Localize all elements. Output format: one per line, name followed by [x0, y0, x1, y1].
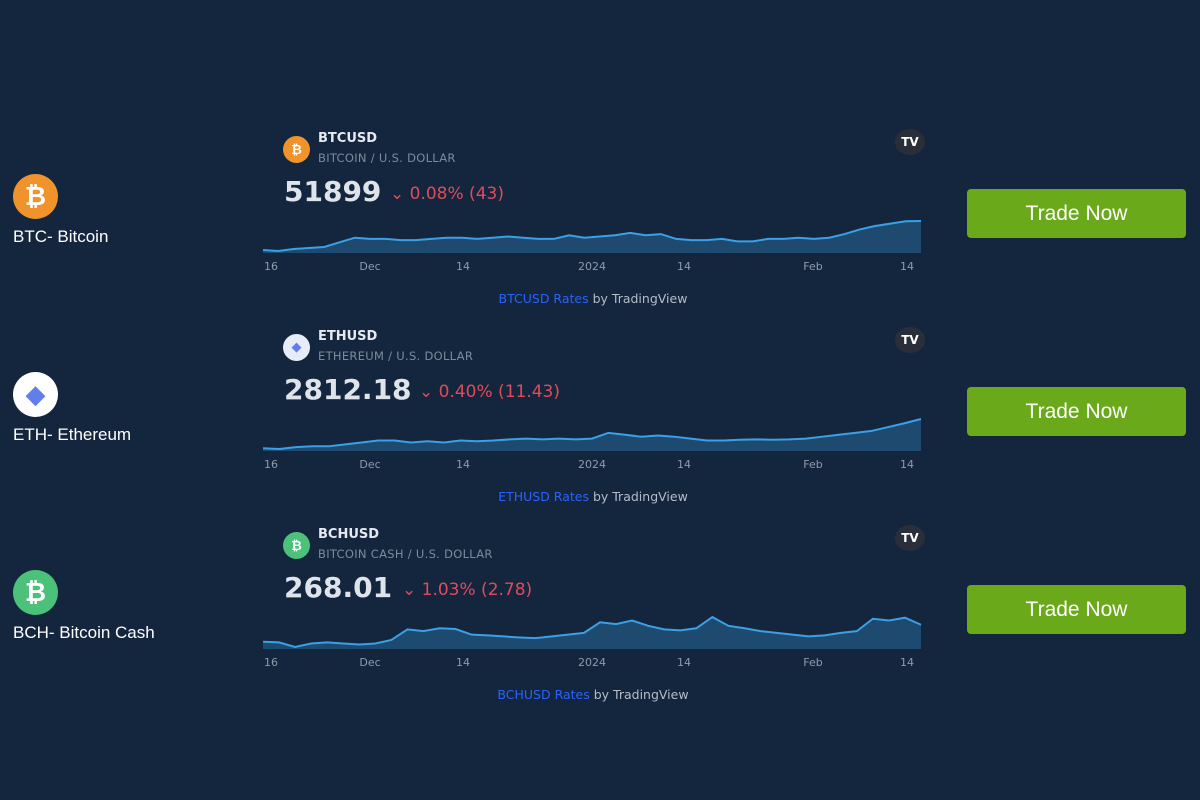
crypto-row-btcusd: ₿ BTC- Bitcoin ₿ BTCUSD BITCOIN / U.S. D… [0, 129, 1200, 337]
ticker-symbol: ETHUSD [318, 329, 378, 344]
crypto-row-bchusd: ₿ BCH- Bitcoin Cash ₿ BCHUSD BITCOIN CAS… [0, 525, 1200, 733]
bitcoin-cash-icon: ₿ [13, 570, 58, 615]
ticker-description: ETHEREUM / U.S. DOLLAR [318, 349, 474, 363]
attribution: BCHUSD Rates by TradingView [263, 687, 923, 702]
sparkline-line [263, 220, 922, 253]
x-tick-label: 16 [264, 458, 278, 471]
x-tick-label: Feb [803, 458, 823, 471]
bitcoin-cash-icon: ₿ [283, 532, 310, 559]
sparkline-chart [263, 418, 922, 451]
attribution-suffix: by TradingView [588, 291, 688, 306]
ticker-symbol: BCHUSD [318, 527, 380, 542]
x-tick-label: 16 [264, 656, 278, 669]
ethereum-icon: ◆ [283, 334, 310, 361]
x-tick-label: 2024 [578, 458, 606, 471]
x-tick-label: 14 [900, 656, 914, 669]
rates-link[interactable]: BTCUSD Rates [498, 291, 589, 306]
price-change: ⌄ 0.40% (11.43) [419, 382, 560, 402]
coin-label: ETH- Ethereum [13, 425, 132, 444]
x-tick-label: 14 [456, 656, 470, 669]
tradingview-logo-icon[interactable]: TV [895, 129, 925, 155]
ticker-description: BITCOIN / U.S. DOLLAR [318, 151, 456, 165]
sparkline-chart [263, 220, 922, 253]
x-tick-label: 2024 [578, 656, 606, 669]
x-tick-label: 2024 [578, 260, 606, 273]
sparkline-line [263, 418, 922, 451]
x-tick-label: 16 [264, 260, 278, 273]
x-tick-label: 14 [677, 656, 691, 669]
price: 2812.18 [284, 373, 412, 406]
tradingview-logo-icon[interactable]: TV [895, 327, 925, 353]
sparkline-area [263, 221, 921, 253]
x-tick-label: Dec [359, 260, 381, 273]
x-tick-label: 14 [900, 458, 914, 471]
x-tick-label: 14 [677, 458, 691, 471]
x-tick-label: Feb [803, 260, 823, 273]
attribution: ETHUSD Rates by TradingView [263, 489, 923, 504]
x-tick-label: Dec [359, 656, 381, 669]
x-tick-label: Dec [359, 458, 381, 471]
bitcoin-icon: ₿ [283, 136, 310, 163]
tradingview-mini-widget[interactable]: ₿ BTCUSD BITCOIN / U.S. DOLLAR TV 51899 … [263, 129, 925, 314]
sparkline-area [263, 617, 921, 649]
ethereum-icon: ◆ [13, 372, 58, 417]
x-tick-label: Feb [803, 656, 823, 669]
attribution-suffix: by TradingView [588, 489, 688, 504]
x-tick-label: 14 [456, 458, 470, 471]
crypto-row-ethusd: ◆ ETH- Ethereum ◆ ETHUSD ETHEREUM / U.S.… [0, 327, 1200, 535]
x-tick-label: 14 [900, 260, 914, 273]
trade-now-button[interactable]: Trade Now [967, 585, 1186, 634]
sparkline-chart [263, 615, 922, 649]
bitcoin-icon: ₿ [13, 174, 58, 219]
attribution: BTCUSD Rates by TradingView [263, 291, 923, 306]
attribution-suffix: by TradingView [589, 687, 689, 702]
x-tick-label: 14 [677, 260, 691, 273]
x-tick-label: 14 [456, 260, 470, 273]
price-change: ⌄ 0.08% (43) [390, 184, 504, 204]
sparkline-line [263, 615, 922, 649]
trade-now-button[interactable]: Trade Now [967, 387, 1186, 436]
rates-link[interactable]: ETHUSD Rates [498, 489, 589, 504]
ticker-description: BITCOIN CASH / U.S. DOLLAR [318, 547, 493, 561]
ticker-symbol: BTCUSD [318, 131, 378, 146]
price: 51899 [284, 175, 382, 208]
coin-label: BTC- Bitcoin [13, 227, 109, 246]
tradingview-mini-widget[interactable]: ₿ BCHUSD BITCOIN CASH / U.S. DOLLAR TV 2… [263, 525, 925, 710]
tradingview-mini-widget[interactable]: ◆ ETHUSD ETHEREUM / U.S. DOLLAR TV 2812.… [263, 327, 925, 512]
sparkline-area [263, 419, 921, 451]
trade-now-button[interactable]: Trade Now [967, 189, 1186, 238]
price-change: ⌄ 1.03% (2.78) [402, 580, 533, 600]
price: 268.01 [284, 571, 393, 604]
coin-label: BCH- Bitcoin Cash [13, 623, 155, 642]
tradingview-logo-icon[interactable]: TV [895, 525, 925, 551]
rates-link[interactable]: BCHUSD Rates [497, 687, 590, 702]
